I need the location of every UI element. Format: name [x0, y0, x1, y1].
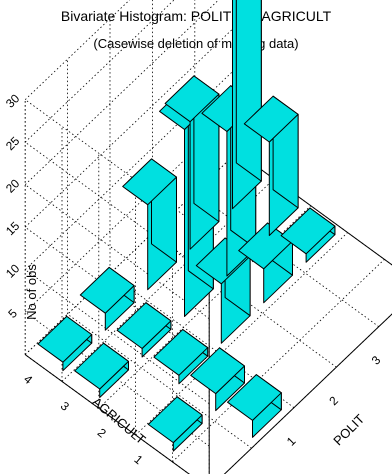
bar-face-top: [37, 315, 93, 363]
z-tick-label: 20: [3, 176, 23, 196]
y-tick-label: 1: [131, 452, 145, 467]
bar-face-top: [190, 347, 245, 395]
y-axis-label: AGRICULT: [89, 394, 148, 447]
y-tick-label: 4: [21, 372, 35, 387]
bar: [243, 95, 299, 236]
bar: [190, 347, 245, 412]
x-tick-label: 2: [326, 393, 341, 408]
bar: [37, 315, 93, 372]
x-tick-label: 3: [369, 353, 384, 368]
bar-face-top: [74, 342, 129, 390]
axis-frame-line: [236, 151, 392, 266]
bar-face-top: [164, 75, 220, 123]
bar: [227, 374, 282, 438]
axis-frame-line: [223, 313, 392, 474]
bar-face-top: [116, 302, 172, 349]
bar-face-top: [280, 207, 336, 255]
wall-grid-line: [24, 0, 131, 100]
bar-face-side: [235, 0, 262, 182]
bar-face-top: [79, 266, 135, 314]
bar: [147, 396, 203, 452]
bar-face-top: [147, 396, 203, 444]
bar: [116, 302, 172, 358]
x-axis-label: POLIT: [330, 411, 367, 448]
bar: [122, 158, 177, 291]
chart-title: Bivariate Histogram: POLIT and AGRICULT: [60, 8, 332, 24]
axis-frame-line: [24, 354, 190, 474]
bar: [232, 0, 262, 210]
bar: [74, 342, 129, 398]
bar-face-top: [243, 95, 299, 143]
grid-walls: [24, 0, 392, 474]
wall-grid-line: [24, 0, 175, 143]
z-tick-label: 15: [3, 219, 23, 239]
z-tick-label: 25: [3, 134, 23, 154]
z-axis-label: No of obs: [24, 264, 39, 320]
bar-face-top: [227, 374, 282, 421]
bars: [37, 0, 336, 452]
bar: [280, 207, 336, 263]
z-tick-label: 10: [3, 261, 23, 281]
x-tick-label: 1: [284, 434, 299, 449]
bar: [153, 329, 209, 385]
z-tick-label: 30: [3, 91, 23, 111]
bar: [195, 237, 251, 344]
bar-face-top: [238, 222, 293, 270]
wall-grid-line: [24, 24, 238, 228]
y-tick-label: 2: [95, 425, 109, 440]
floor-grid-line: [172, 259, 385, 463]
bar-face-top: [122, 158, 177, 206]
floor-grid-line: [135, 232, 348, 436]
y-tick-label: 3: [58, 399, 72, 414]
bar-face-top: [153, 329, 209, 376]
wall-grid-line: [24, 0, 220, 185]
bar: [79, 266, 135, 331]
z-tick-label: 5: [5, 306, 20, 321]
